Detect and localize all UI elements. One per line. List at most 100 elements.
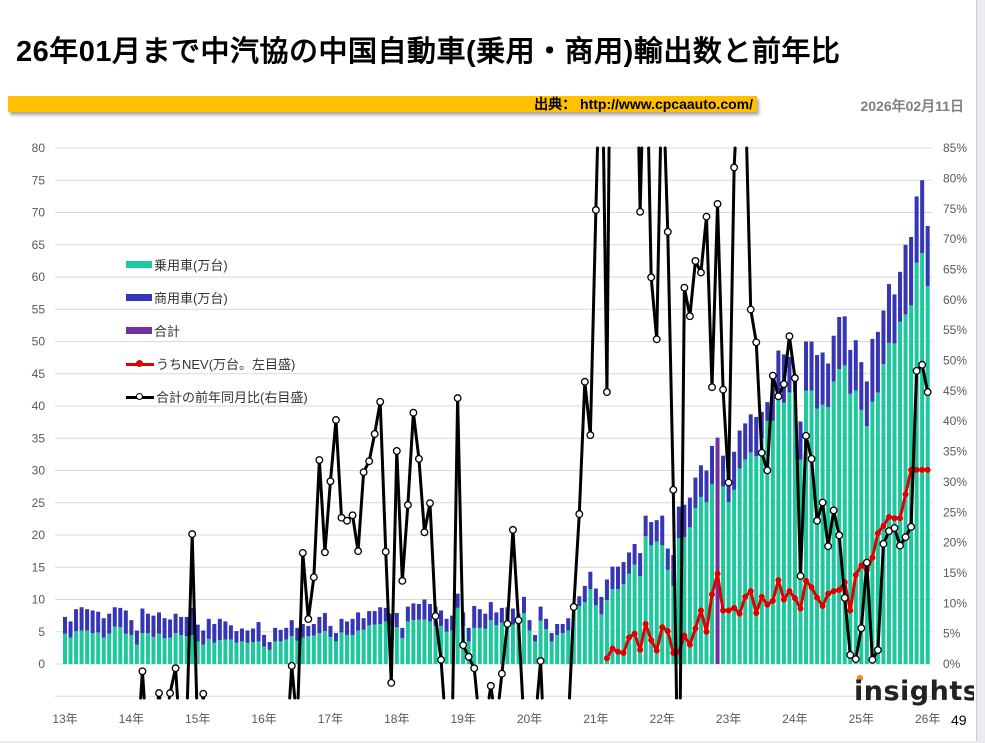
nev-point — [786, 588, 793, 595]
source-link[interactable]: 出典： http://www.cpcaauto.com/ — [534, 96, 753, 112]
yoy-line-segment — [290, 664, 297, 700]
yoy-line-segment — [843, 596, 852, 657]
bar-passenger — [505, 625, 510, 664]
page-title: 26年01月まで中汽協の中国自動車(乗用・商用)輸出数と前年比 — [16, 36, 841, 68]
bar-passenger — [881, 364, 886, 664]
nev-point — [797, 605, 804, 612]
bar-commercial — [560, 624, 565, 634]
bar-commercial — [74, 609, 79, 632]
yoy-point — [752, 338, 761, 347]
yoy-line-segment — [190, 532, 199, 700]
bar-commercial — [903, 244, 908, 315]
yoy-point — [459, 641, 468, 650]
bar-passenger — [472, 627, 477, 664]
bar-passenger — [687, 527, 692, 664]
yoy-line-segment — [710, 202, 720, 389]
yoy-line-segment — [572, 512, 581, 609]
nev-point — [736, 610, 743, 617]
bar-passenger — [427, 621, 432, 664]
bar-passenger — [157, 633, 162, 664]
yoy-point — [343, 516, 351, 525]
bar-passenger — [510, 624, 515, 664]
bar-passenger — [383, 621, 388, 664]
x-tick-label: 24年 — [782, 712, 807, 726]
bar-commercial — [278, 629, 283, 642]
bar-passenger — [920, 253, 925, 664]
bar-passenger — [649, 545, 654, 664]
bar-passenger — [693, 507, 698, 664]
right-tick-label: 25% — [943, 505, 967, 519]
bar-passenger — [859, 409, 864, 664]
yoy-line-segment — [671, 488, 679, 700]
yoy-point — [868, 655, 877, 664]
yoy-line-segment — [787, 334, 797, 380]
left-tick-label: 0 — [38, 657, 45, 671]
right-axis-labels: 0% 5% 10% 15% 20% 25% 30% 35% 40% 45% 50% 55% 60% 65%… — [943, 141, 967, 671]
svg-text:insights: insights — [854, 676, 974, 706]
x-tick-label: 16年 — [251, 712, 276, 726]
bar-commercial — [538, 606, 543, 621]
yoy-line-segment — [655, 146, 662, 341]
yoy-point — [719, 385, 728, 394]
nev-point — [653, 647, 660, 654]
yoy-point — [713, 199, 722, 208]
bar-commercial — [267, 642, 272, 650]
bar-passenger — [311, 635, 316, 664]
yoy-line-segment — [323, 479, 332, 554]
x-tick-label: 13年 — [52, 712, 77, 726]
bar-passenger — [616, 589, 620, 664]
bar-commercial — [450, 615, 455, 631]
x-tick-label: 22年 — [650, 712, 675, 726]
yoy-point — [514, 616, 523, 625]
bar-commercial — [262, 634, 267, 647]
bar-passenger — [671, 585, 676, 664]
bar-passenger — [400, 638, 405, 664]
bar-commercial — [416, 604, 421, 620]
yoy-point — [636, 207, 645, 216]
bar-commercial — [228, 625, 233, 640]
right-tick-label: 5% — [943, 627, 961, 641]
bar-passenger — [140, 633, 145, 664]
yoy-line-segment — [810, 457, 819, 523]
bar-commercial — [300, 624, 305, 638]
yoy-line-segment — [754, 340, 764, 455]
yoy-line-segment — [920, 363, 930, 394]
bar-passenger — [411, 620, 416, 664]
bar-passenger — [593, 605, 598, 664]
bar-commercial — [693, 477, 698, 508]
yoy-point — [188, 530, 197, 539]
yoy-line-segment — [312, 458, 321, 579]
bar-passenger — [267, 649, 272, 664]
legend-item-yoy: 合計の前年同月比(右目盛) — [126, 380, 308, 413]
x-tick-label: 19年 — [450, 712, 475, 726]
left-tick-label: 5 — [38, 625, 45, 639]
bar-passenger — [234, 642, 239, 664]
bar-commercial — [201, 630, 206, 645]
bar-passenger — [560, 633, 565, 664]
bar-commercial — [875, 331, 880, 393]
nev-point — [731, 604, 738, 611]
bar-commercial — [627, 552, 632, 574]
bar-passenger — [925, 286, 930, 664]
left-tick-label: 35 — [32, 431, 46, 445]
nev-point — [609, 645, 616, 652]
x-tick-label: 15年 — [185, 712, 210, 726]
nev-point — [891, 515, 898, 522]
insights-logo: insights — [854, 674, 974, 706]
bar-commercial — [311, 624, 316, 636]
bar-commercial — [339, 618, 344, 633]
passenger-swatch — [126, 261, 152, 268]
yoy-line-segment — [317, 458, 327, 554]
yoy-point — [591, 206, 600, 214]
bar-commercial — [234, 631, 239, 643]
yoy-line-segment — [588, 208, 598, 437]
bar-commercial — [909, 237, 914, 306]
nev-line-swatch — [126, 358, 154, 370]
bar-commercial — [173, 613, 178, 634]
bar-commercial — [405, 606, 410, 622]
yoy-point — [580, 377, 589, 386]
bar-commercial — [356, 612, 361, 631]
bar-passenger — [439, 625, 444, 664]
bar-commercial — [179, 616, 184, 635]
